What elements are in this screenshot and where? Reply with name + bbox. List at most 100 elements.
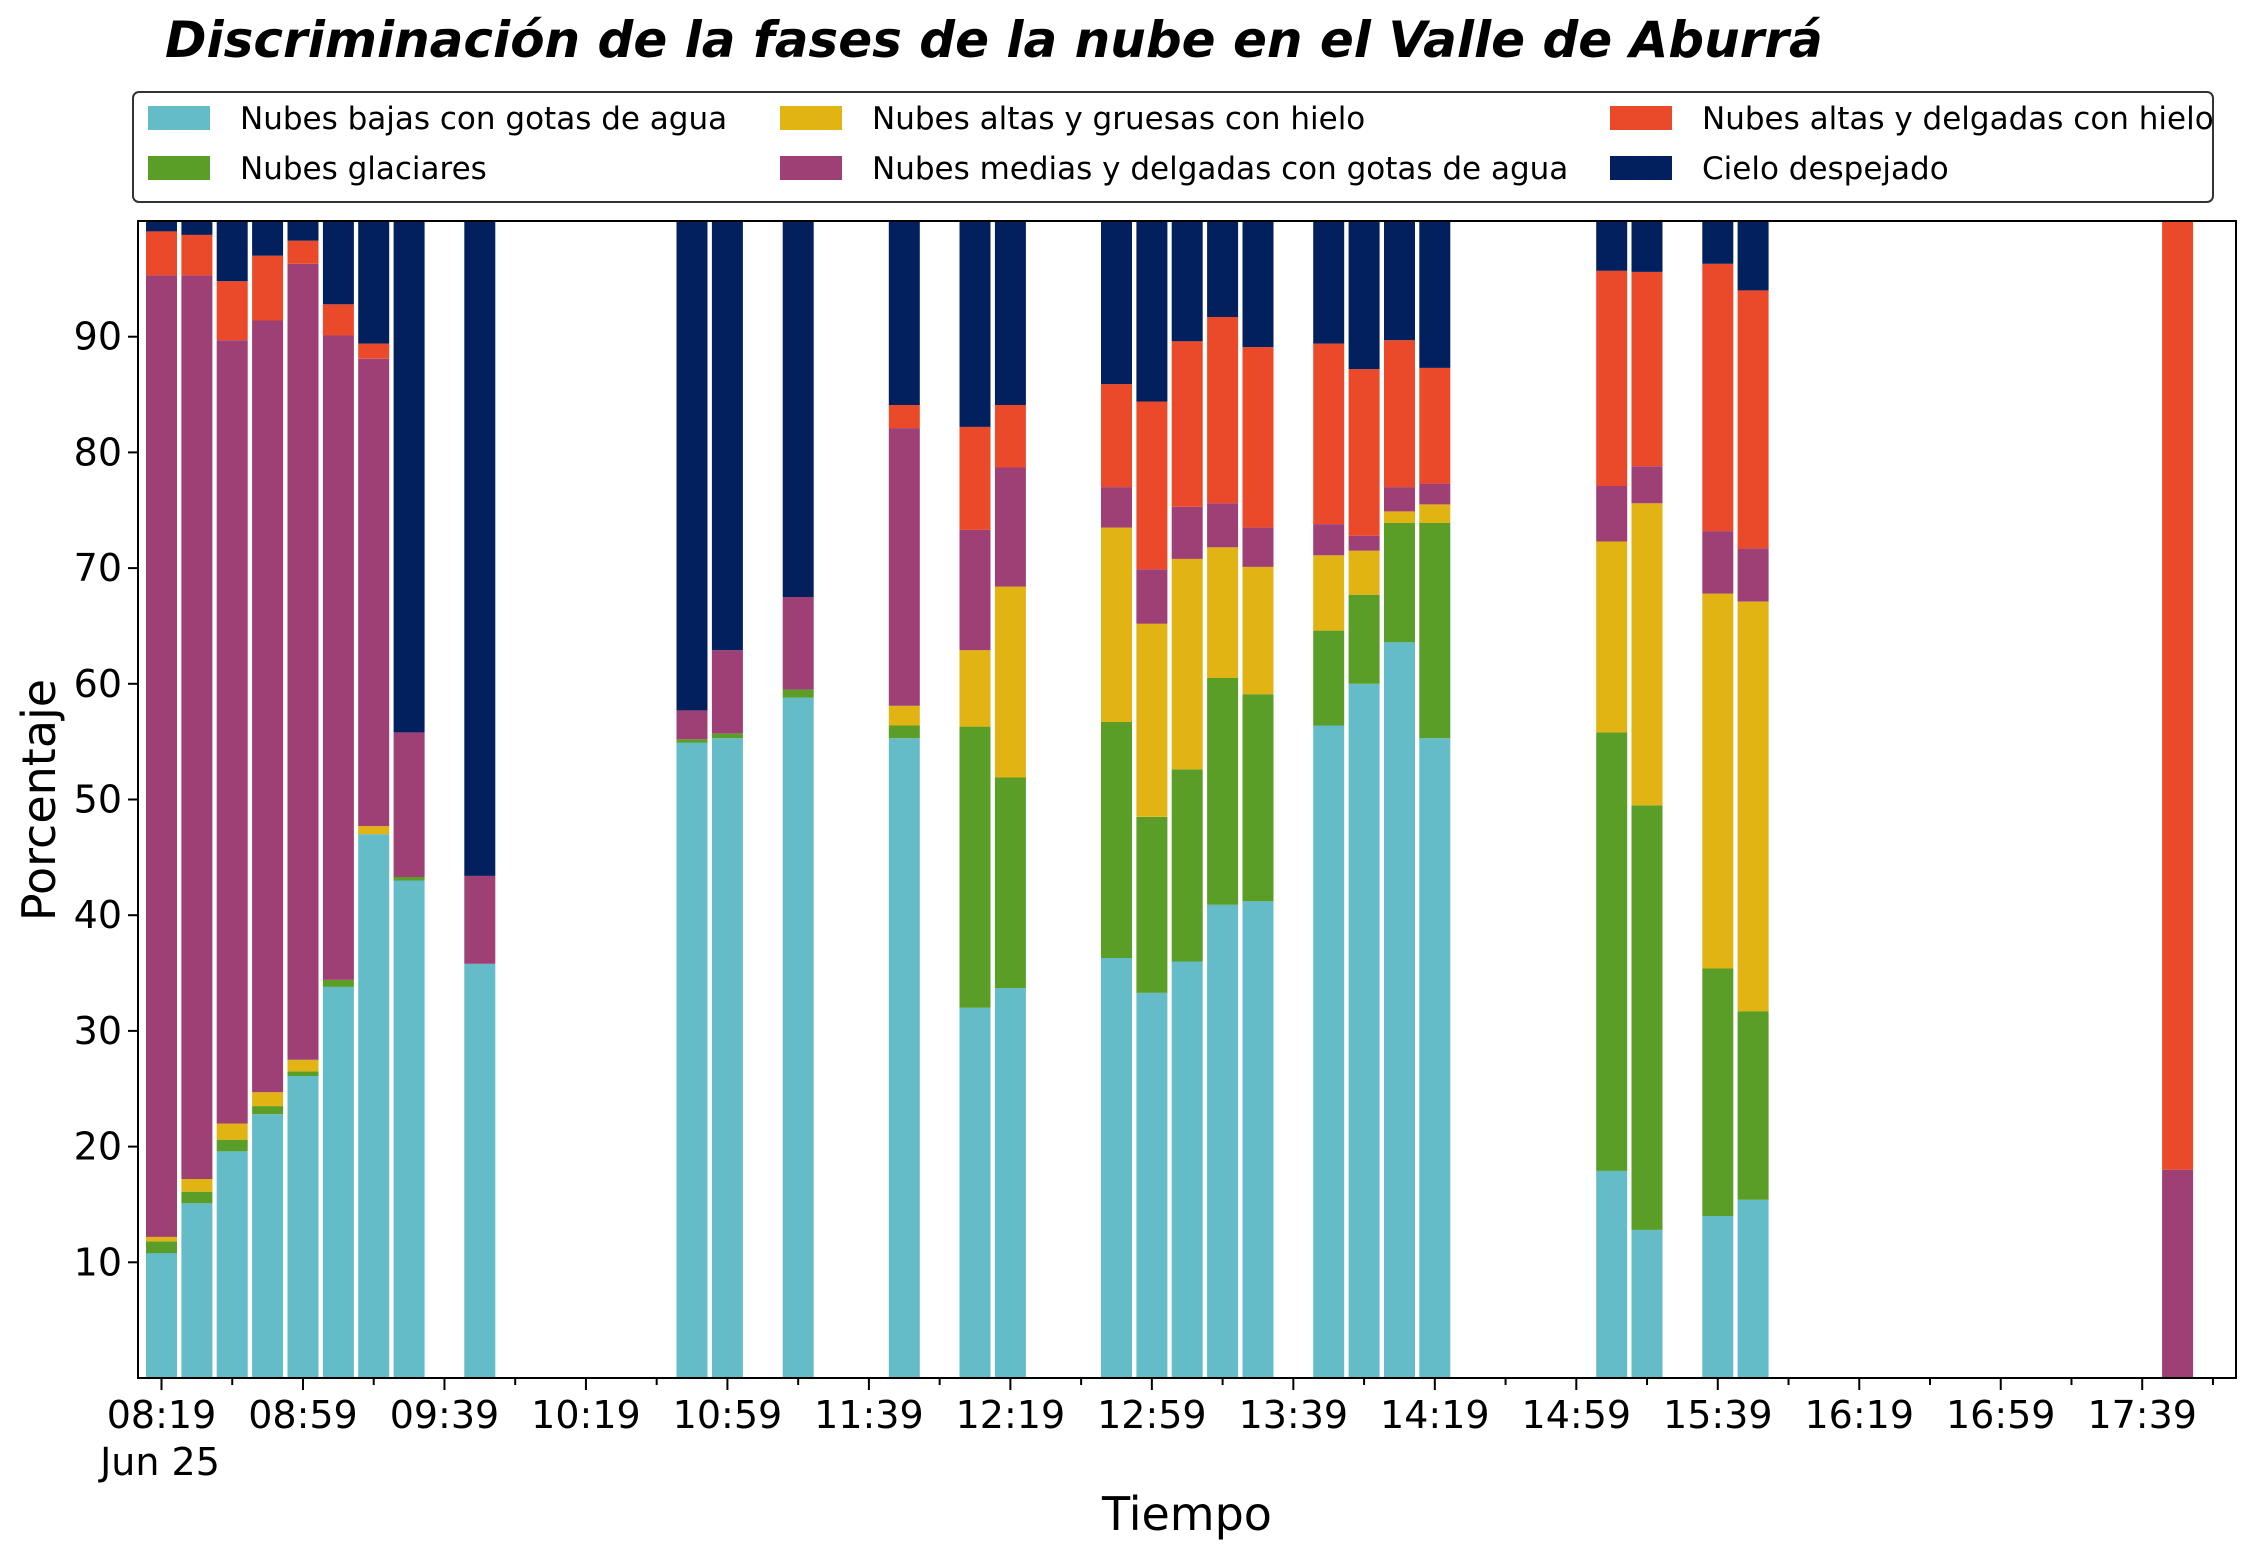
bar-segment-1409-s4 xyxy=(1384,340,1415,488)
y-tick-label-70: 70 xyxy=(74,546,122,590)
bar-segment-1329-s0 xyxy=(1242,901,1274,1378)
legend-label-2: Nubes altas y gruesas con hielo xyxy=(872,101,1365,137)
bar-segment-0929-s0 xyxy=(393,880,425,1378)
bar-segment-1419-s0 xyxy=(1419,738,1451,1378)
legend-label-4: Nubes altas y delgadas con hielo xyxy=(1702,101,2214,137)
bar-segment-0909-s5 xyxy=(322,221,354,305)
bar-segment-1349-s3 xyxy=(1313,524,1345,556)
bar-segment-0909-s0 xyxy=(322,986,354,1378)
x-tick-label-1659: 16:59 xyxy=(1946,1393,2056,1437)
y-tick-label-10: 10 xyxy=(74,1240,122,1284)
bar-segment-1119-s3 xyxy=(782,597,814,690)
y-tick-label-80: 80 xyxy=(74,430,122,474)
bar-segment-1409-s2 xyxy=(1384,511,1415,523)
bar-segment-1219-s5 xyxy=(994,221,1026,405)
legend-swatch-1 xyxy=(148,156,210,180)
bar-segment-0859-s3 xyxy=(287,263,319,1060)
x-tick-label-1419: 14:19 xyxy=(1380,1393,1490,1437)
bar-segment-1539-s0 xyxy=(1702,1216,1734,1378)
y-axis: 10 20 30 40 50 60 70 80 90 xyxy=(74,315,138,1284)
bar-segment-1359-s2 xyxy=(1348,550,1380,595)
bar-segment-1549-s3 xyxy=(1737,548,1769,602)
bar-segment-1749-s3 xyxy=(2162,1169,2194,1378)
bar-segment-0929-s3 xyxy=(393,732,425,877)
bar-segment-1319-s3 xyxy=(1207,503,1239,548)
bar-segment-0839-s2 xyxy=(216,1123,248,1140)
bar-segment-1539-s4 xyxy=(1702,263,1734,532)
bar-segment-0849-s2 xyxy=(252,1092,284,1107)
bar-segment-1049-s3 xyxy=(676,710,708,740)
bar-segment-1409-s5 xyxy=(1384,221,1415,341)
bar-segment-0839-s1 xyxy=(216,1139,248,1152)
bar-segment-1319-s4 xyxy=(1207,317,1239,504)
x-tick-label-1619: 16:19 xyxy=(1805,1393,1915,1437)
bar-segment-1219-s1 xyxy=(994,777,1026,989)
bar-segment-1329-s3 xyxy=(1242,527,1274,567)
bar-segment-0859-s1 xyxy=(287,1071,319,1076)
bar-segment-0909-s4 xyxy=(322,304,354,336)
legend-label-0: Nubes bajas con gotas de agua xyxy=(240,101,727,137)
bar-segment-0829-s1 xyxy=(181,1191,213,1204)
bar-segment-1359-s4 xyxy=(1348,369,1380,536)
bar-segment-1259-s5 xyxy=(1136,221,1168,402)
y-axis-label: Porcentaje xyxy=(12,679,66,921)
bar-segment-1419-s5 xyxy=(1419,221,1451,368)
x-tick-label-1459: 14:59 xyxy=(1522,1393,1632,1437)
legend-label-3: Nubes medias y delgadas con gotas de agu… xyxy=(872,151,1568,187)
bar-segment-0949-s3 xyxy=(464,875,496,964)
bar-segment-1409-s3 xyxy=(1384,487,1415,512)
bar-segment-0849-s3 xyxy=(252,320,284,1093)
bar-segment-0819-s5 xyxy=(146,221,177,232)
bar-segment-1249-s4 xyxy=(1101,384,1132,488)
bar-segment-1219-s2 xyxy=(994,586,1026,778)
bar-segment-1509-s3 xyxy=(1596,486,1628,542)
x-tick-label-0859: 08:59 xyxy=(248,1393,358,1437)
bar-segment-0919-s0 xyxy=(358,834,390,1378)
bar-segment-1329-s5 xyxy=(1242,221,1274,348)
y-tick-label-30: 30 xyxy=(74,1009,122,1053)
bar-segment-1309-s1 xyxy=(1171,769,1203,962)
bar-segment-1319-s1 xyxy=(1207,678,1239,905)
bar-segment-1209-s0 xyxy=(959,1007,991,1378)
bar-segment-1259-s2 xyxy=(1136,623,1168,817)
bar-segment-1359-s5 xyxy=(1348,221,1380,370)
bar-segment-0919-s3 xyxy=(358,358,390,827)
bar-segment-1059-s0 xyxy=(711,738,743,1378)
x-tick-label-1139: 11:39 xyxy=(814,1393,924,1437)
legend: Nubes bajas con gotas de agua Nubes glaci… xyxy=(132,91,2214,203)
bar-segment-1419-s1 xyxy=(1419,523,1451,739)
x-axis-label: Tiempo xyxy=(1101,1487,1272,1541)
bar-segment-1519-s1 xyxy=(1631,805,1663,1230)
bar-segment-1549-s0 xyxy=(1737,1199,1769,1378)
bar-segment-0919-s2 xyxy=(358,826,390,835)
bar-segment-1539-s2 xyxy=(1702,593,1734,969)
y-tick-label-40: 40 xyxy=(74,893,122,937)
bar-segment-1419-s4 xyxy=(1419,367,1451,484)
bar-segment-1359-s3 xyxy=(1348,535,1380,551)
bar-segment-1259-s3 xyxy=(1136,569,1168,624)
bar-segment-0949-s0 xyxy=(464,963,496,1378)
bar-segment-1249-s5 xyxy=(1101,221,1132,385)
bar-segment-1209-s2 xyxy=(959,650,991,727)
legend-swatch-2 xyxy=(780,106,842,130)
bar-segment-1519-s5 xyxy=(1631,221,1663,272)
bar-segment-0839-s5 xyxy=(216,221,248,282)
legend-swatch-5 xyxy=(1610,156,1672,180)
y-tick-label-50: 50 xyxy=(74,778,122,822)
legend-swatch-0 xyxy=(148,106,210,130)
x-axis: 08:19 08:59 09:39 10:19 10:59 11:39 12:19 12:59… xyxy=(107,1378,2214,1437)
bar-segment-1319-s5 xyxy=(1207,221,1239,317)
bar-segment-1249-s0 xyxy=(1101,958,1132,1378)
bar-segment-0819-s4 xyxy=(146,231,177,276)
bar-segment-0849-s1 xyxy=(252,1106,284,1115)
bar-segment-1209-s4 xyxy=(959,426,991,530)
bar-segment-1519-s3 xyxy=(1631,466,1663,504)
bar-segment-1519-s4 xyxy=(1631,271,1663,467)
bar-segment-0919-s4 xyxy=(358,343,390,359)
bar-segment-1219-s3 xyxy=(994,467,1026,587)
bar-segment-0829-s3 xyxy=(181,275,213,1179)
bar-segment-1219-s0 xyxy=(994,988,1026,1378)
y-tick-label-90: 90 xyxy=(74,315,122,359)
bar-segment-1259-s4 xyxy=(1136,401,1168,570)
